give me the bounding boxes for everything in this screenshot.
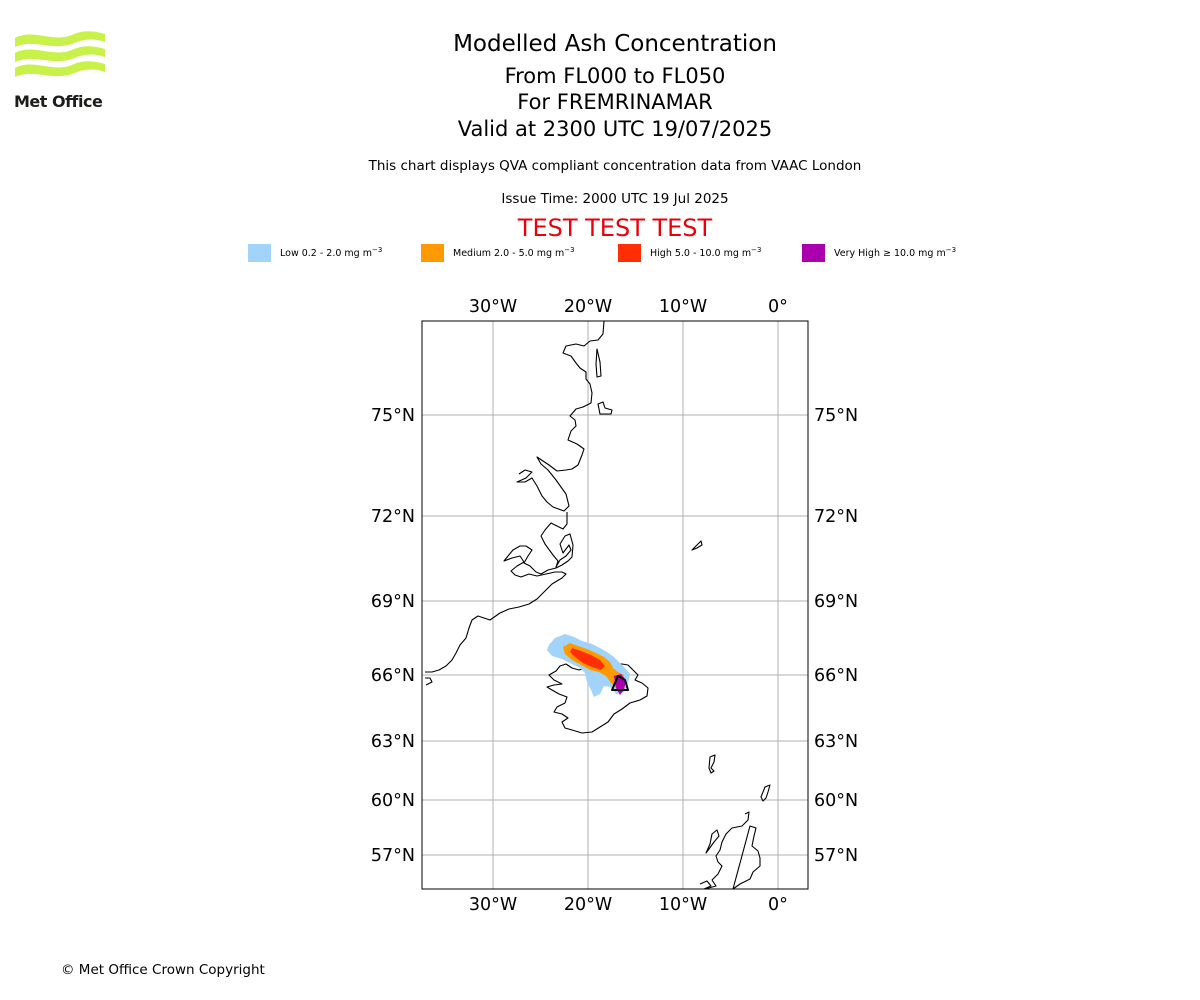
faroe-islands bbox=[708, 754, 716, 774]
lat-label-right-57n: 57°N bbox=[814, 846, 858, 866]
legend-exponent-high: −3 bbox=[751, 246, 762, 255]
legend-swatch-very-high bbox=[802, 244, 825, 262]
lon-label-top-10w: 10°W bbox=[659, 297, 707, 317]
legend-label-high: High 5.0 - 10.0 mg m bbox=[650, 248, 752, 260]
lat-label-left-72n: 72°N bbox=[371, 507, 415, 527]
lat-label-left-69n: 69°N bbox=[371, 592, 415, 612]
scotland-coast bbox=[704, 811, 761, 890]
legend-label-very-high: Very High ≥ 10.0 mg m bbox=[834, 248, 946, 260]
lat-label-left-57n: 57°N bbox=[371, 846, 415, 866]
copyright-notice: © Met Office Crown Copyright bbox=[61, 962, 265, 978]
volcano-marker bbox=[611, 675, 629, 691]
ash-high-region bbox=[570, 648, 605, 670]
flight-level-range: From FL000 to FL050 bbox=[504, 64, 726, 88]
lat-label-left-63n: 63°N bbox=[371, 732, 415, 752]
chart-title: Modelled Ash Concentration bbox=[453, 31, 777, 57]
lat-label-left-60n: 60°N bbox=[371, 791, 415, 811]
legend-item-high: High 5.0 - 10.0 mg m−3 bbox=[618, 244, 762, 262]
issue-time: Issue Time: 2000 UTC 19 Jul 2025 bbox=[501, 191, 729, 207]
legend-exponent-medium: −3 bbox=[564, 246, 575, 255]
lat-label-right-69n: 69°N bbox=[814, 592, 858, 612]
greenland-coast bbox=[425, 320, 605, 686]
greenland-small-island bbox=[597, 401, 613, 415]
hebrides bbox=[705, 829, 720, 854]
coastlines bbox=[425, 320, 771, 890]
lat-label-right-66n: 66°N bbox=[814, 666, 858, 686]
lat-label-left-75n: 75°N bbox=[371, 406, 415, 426]
greenland-north-island bbox=[595, 348, 602, 378]
lon-label-top-20w: 20°W bbox=[564, 297, 612, 317]
legend-label-low: Low 0.2 - 2.0 mg m bbox=[280, 248, 372, 260]
concentration-legend: Low 0.2 - 2.0 mg m−3 Medium 2.0 - 5.0 mg… bbox=[0, 244, 1200, 264]
jan-mayen bbox=[691, 540, 703, 551]
lon-label-top-0: 0° bbox=[768, 297, 788, 317]
lat-label-right-60n: 60°N bbox=[814, 791, 858, 811]
legend-exponent-low: −3 bbox=[372, 246, 383, 255]
lat-label-left-66n: 66°N bbox=[371, 666, 415, 686]
legend-swatch-medium bbox=[421, 244, 444, 262]
legend-exponent-very-high: −3 bbox=[945, 246, 957, 255]
legend-item-very-high: Very High ≥ 10.0 mg m−3 bbox=[802, 244, 956, 262]
shetland-islands bbox=[760, 784, 771, 802]
lon-label-bottom-20w: 20°W bbox=[564, 895, 612, 915]
lon-label-top-30w: 30°W bbox=[469, 297, 517, 317]
lat-label-right-75n: 75°N bbox=[814, 406, 858, 426]
inner-hebrides bbox=[699, 880, 712, 890]
legend-item-low: Low 0.2 - 2.0 mg m−3 bbox=[248, 244, 382, 262]
map-frame bbox=[421, 320, 809, 890]
lat-label-right-72n: 72°N bbox=[814, 507, 858, 527]
valid-time: Valid at 2300 UTC 19/07/2025 bbox=[457, 117, 773, 141]
map-gridlines bbox=[422, 321, 808, 889]
legend-label-medium: Medium 2.0 - 5.0 mg m bbox=[453, 248, 565, 260]
legend-swatch-high bbox=[618, 244, 641, 262]
met-office-logo bbox=[15, 31, 105, 77]
lon-label-bottom-10w: 10°W bbox=[659, 895, 707, 915]
logo-wordmark: Met Office bbox=[14, 92, 103, 111]
lon-label-bottom-30w: 30°W bbox=[469, 895, 517, 915]
volcano-name: For FREMRINAMAR bbox=[517, 90, 713, 114]
lat-label-right-63n: 63°N bbox=[814, 732, 858, 752]
test-banner: TEST TEST TEST bbox=[517, 214, 713, 242]
legend-swatch-low bbox=[248, 244, 271, 262]
chart-description: This chart displays QVA compliant concen… bbox=[368, 158, 862, 174]
legend-item-medium: Medium 2.0 - 5.0 mg m−3 bbox=[421, 244, 575, 262]
lon-label-bottom-0: 0° bbox=[768, 895, 788, 915]
